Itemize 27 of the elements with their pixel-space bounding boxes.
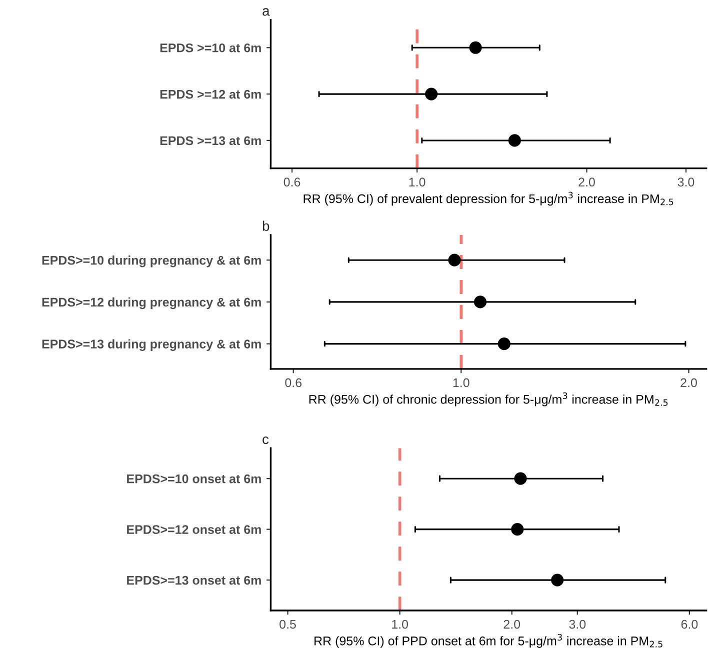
chart-title: b	[262, 220, 270, 231]
x-tick-label: 3.0	[678, 178, 694, 187]
y-tick-label: EPDS>=13 onset at 6m	[127, 576, 261, 585]
x-tick-label: 1.0	[392, 620, 408, 629]
x-tick-label: 3.0	[569, 620, 586, 629]
x-tick-label: 6.0	[681, 620, 698, 629]
x-tick-label: 0.5	[280, 620, 296, 629]
x-tick-label: 2.0	[578, 178, 595, 187]
y-tick-label: EPDS >=12 at 6m	[160, 90, 261, 99]
x-tick-label: 0.6	[285, 378, 302, 388]
y-tick-label: EPDS >=10 at 6m	[160, 43, 261, 52]
x-tick-label: 1.0	[453, 378, 470, 388]
x-tick-label: 2.0	[680, 378, 697, 388]
y-tick-label: EPDS>=12 onset at 6m	[127, 525, 261, 534]
y-tick-label: EPDS >=13 at 6m	[160, 136, 261, 146]
x-axis-title: RR (95% CI) of chronic depression for 5-μg/m$^{3}$ increase in PM$_{2.5}$	[309, 392, 668, 406]
chart-title: c	[262, 436, 269, 444]
x-tick-label: 2.0	[504, 620, 520, 629]
y-tick-label: EPDS>=13 during pregnancy & at 6m	[42, 339, 261, 351]
x-tick-label: 0.6	[284, 178, 300, 187]
x-axis-title: RR (95% CI) of prevalent depression for 5-μg/m$^{3}$ increase in PM$_{2.5}$	[304, 192, 674, 206]
y-tick-label: EPDS>=12 during pregnancy & at 6m	[42, 297, 261, 310]
y-tick-label: EPDS>=10 during pregnancy & at 6m	[42, 256, 261, 268]
chart-title: a	[262, 8, 270, 16]
x-tick-label: 1.0	[409, 178, 426, 187]
y-tick-label: EPDS>=10 onset at 6m	[127, 474, 261, 484]
x-axis-title: RR (95% CI) of PPD onset at 6m for 5-μg/m$^{3}$ increase in PM$_{2.5}$	[314, 634, 662, 648]
